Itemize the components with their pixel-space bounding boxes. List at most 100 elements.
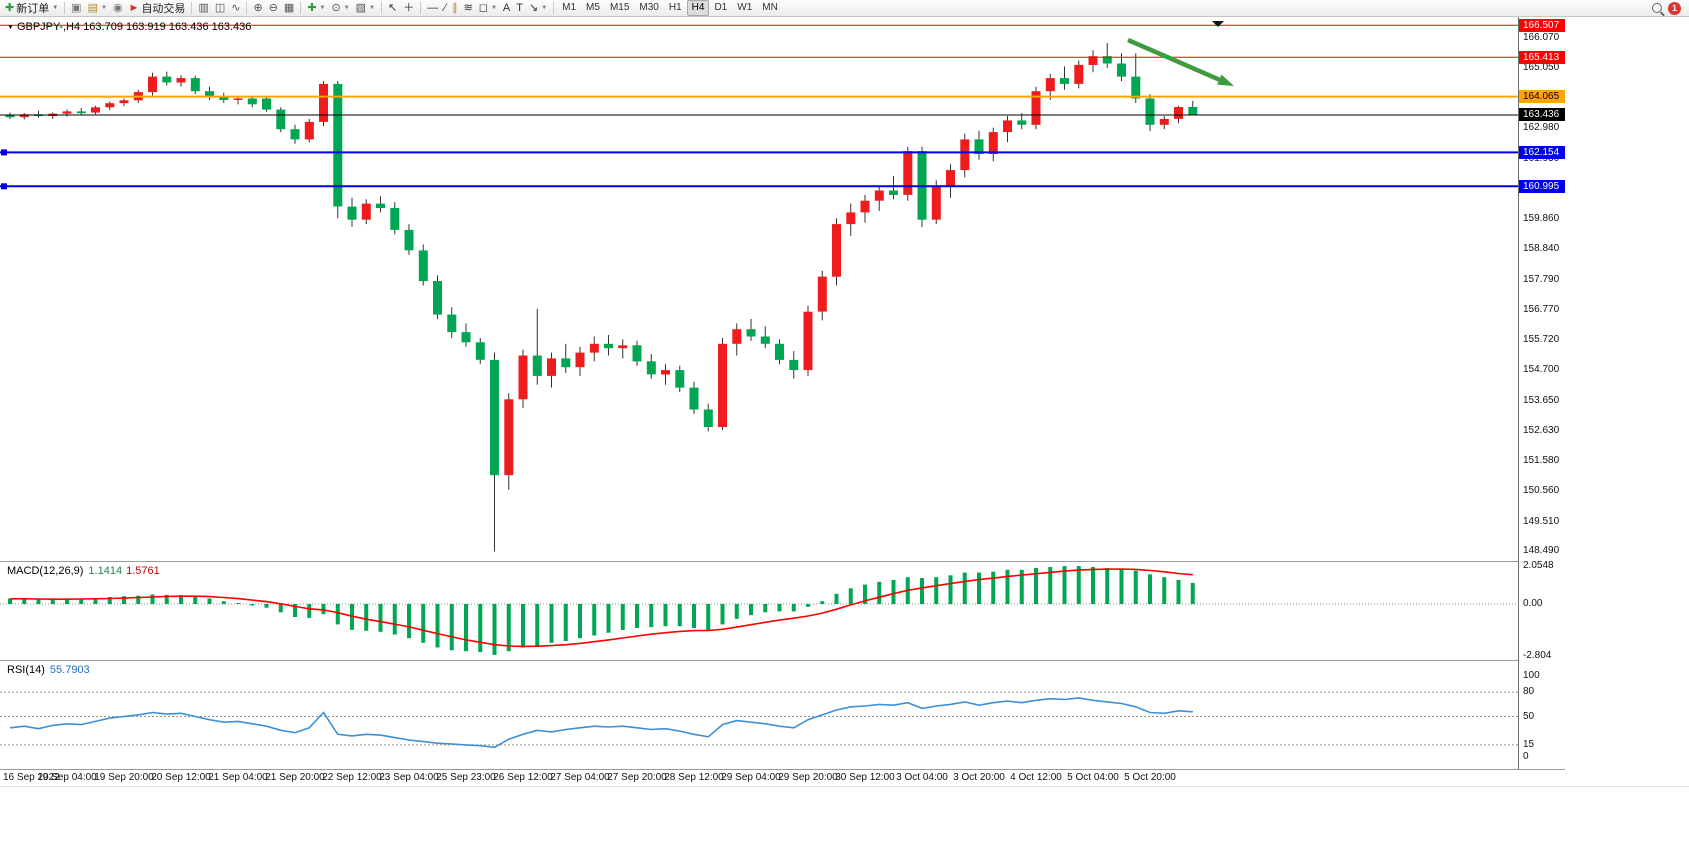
macd-scale-label: 0.00: [1523, 598, 1543, 609]
alerts-icon: ◉: [112, 1, 123, 14]
channel-tool-button[interactable]: ∥: [449, 1, 461, 16]
time-axis[interactable]: 16 Sep 2022 19 Sep 04:00 19 Sep 20:00 20 Se…: [0, 770, 1565, 786]
time-axis-label: 3 Oct 04:00: [896, 772, 948, 783]
rsi-value: 55.7903: [49, 664, 90, 676]
pane-splitter[interactable]: [0, 769, 1565, 770]
macd-signal-line: [10, 568, 1193, 648]
templates-button[interactable]: ▧ ▼: [353, 1, 378, 16]
cursor-tool-button[interactable]: ↖: [385, 1, 400, 16]
macd-signal-value: 1.5761: [126, 565, 160, 577]
indicators-button[interactable]: ✚ ▼: [304, 1, 328, 16]
toolbar-separator: [246, 2, 248, 14]
trend-arrow[interactable]: [1127, 37, 1234, 86]
notification-badge[interactable]: 1: [1668, 1, 1681, 15]
arrows-tool-button[interactable]: ↘ ▼: [526, 1, 550, 16]
macd-histogram: [8, 566, 1195, 655]
fibonacci-tool-icon: ≋: [463, 1, 473, 14]
timeframe-button-w1[interactable]: W1: [737, 2, 753, 13]
support-line-2-handle[interactable]: [1, 183, 7, 190]
shapes-tool-icon: ◻: [478, 1, 488, 14]
profiles-button[interactable]: ▤ ▼: [85, 1, 110, 16]
timeframe-button-mn[interactable]: MN: [762, 2, 778, 13]
time-axis-label: 27 Sep 04:00: [550, 772, 610, 783]
toolbar-right-group: 1: [1652, 1, 1689, 15]
trendline-tool-icon: ∕: [444, 1, 447, 14]
rsi-indicator-pane[interactable]: [0, 661, 1518, 769]
chevron-down-icon: ▼: [52, 5, 59, 11]
time-axis-label: 3 Oct 20:00: [953, 772, 1005, 783]
chevron-down-icon: ▼: [100, 5, 107, 11]
chevron-down-icon: ▼: [319, 5, 326, 11]
timeframe-button-m15[interactable]: M15: [609, 2, 630, 13]
price-scale-label: 150.560: [1523, 484, 1560, 496]
time-axis-label: 4 Oct 12:00: [1010, 772, 1062, 783]
time-axis-label: 25 Sep 23:00: [436, 772, 496, 783]
line-chart-mode-button[interactable]: ∿: [228, 1, 243, 16]
fibonacci-tool-button[interactable]: ≋: [461, 1, 476, 16]
rsi-scale-label: 50: [1523, 710, 1535, 722]
price-badge: 162.154: [1519, 145, 1565, 159]
zoom-out-button[interactable]: ⊖: [266, 1, 281, 16]
timeframe-button-h4[interactable]: H4: [686, 0, 710, 16]
auto-trading-button[interactable]: ► 自动交易: [126, 1, 189, 16]
zoom-in-button[interactable]: ⊕: [250, 1, 265, 16]
time-axis-label: 23 Sep 04:00: [379, 772, 439, 783]
toolbar-separator: [553, 2, 555, 14]
timeframe-button-d1[interactable]: D1: [714, 2, 728, 13]
pane-splitter[interactable]: [0, 660, 1565, 661]
price-badge: 166.507: [1519, 18, 1565, 32]
chevron-down-icon: ▼: [541, 5, 548, 11]
auto-trading-button-label: 自动交易: [141, 3, 186, 15]
macd-main-value: 1.1414: [88, 565, 123, 577]
search-icon[interactable]: [1652, 3, 1662, 13]
macd-label: MACD(12,26,9) 1.1414 1.5761: [7, 565, 160, 577]
timeframe-button-m5[interactable]: M5: [586, 2, 600, 13]
timeframe-button-m30[interactable]: M30: [639, 2, 659, 13]
time-axis-label: 16 Sep 2022: [3, 772, 60, 783]
candlestick-series: [5, 43, 1198, 552]
support-line-1-handle[interactable]: [1, 149, 7, 156]
rsi-scale-label: 15: [1523, 738, 1535, 750]
price-scale-label: 159.860: [1523, 213, 1560, 225]
time-axis-label: 28 Sep 12:00: [664, 772, 724, 783]
price-badge: 165.413: [1519, 50, 1565, 64]
open-chart-icon: ▣: [71, 1, 82, 14]
hline-tool-button[interactable]: —: [424, 1, 441, 16]
new-order-button[interactable]: ✚ 新订单 ▼: [2, 1, 61, 16]
timeframe-button-h1[interactable]: H1: [668, 2, 682, 13]
trendline-tool-button[interactable]: ∕: [441, 1, 449, 16]
symbol-info-line[interactable]: ▼ GBPJPY-,H4 163.709 163.919 163.436 163.…: [7, 21, 251, 33]
indicators-icon: ✚: [307, 1, 317, 14]
macd-indicator-pane[interactable]: [0, 562, 1518, 660]
time-axis-label: 26 Sep 12:00: [493, 772, 553, 783]
tile-windows-icon: ▦: [283, 1, 295, 14]
price-scale-label: 156.770: [1523, 303, 1560, 315]
cursor-tool-icon: ↖: [388, 1, 398, 14]
window-bottom-divider: [0, 786, 1689, 787]
candle-chart-mode-button[interactable]: ◫: [212, 1, 228, 16]
collapse-triangle-icon[interactable]: ▼: [7, 24, 14, 31]
time-axis-label: 29 Sep 20:00: [778, 772, 838, 783]
time-axis-label: 5 Oct 20:00: [1124, 772, 1176, 783]
time-axis-label: 27 Sep 20:00: [607, 772, 667, 783]
time-periods-button[interactable]: ⊙ ▼: [328, 1, 352, 16]
alerts-button[interactable]: ◉: [110, 1, 126, 16]
profiles-icon: ▤: [87, 1, 98, 14]
price-scale[interactable]: 166.070165.050164.030162.980161.930160.9…: [1518, 17, 1565, 769]
price-chart-pane[interactable]: [0, 17, 1518, 562]
symbol-ohlc: 163.709 163.919 163.436 163.436: [83, 21, 252, 33]
pane-splitter[interactable]: [0, 561, 1565, 562]
crosshair-tool-button[interactable]: ＋: [400, 1, 417, 16]
bar-chart-mode-button[interactable]: ▥: [195, 1, 211, 16]
text-tool-button[interactable]: A: [500, 1, 513, 16]
arrows-tool-icon: ↘: [528, 1, 539, 14]
chart-shift-marker[interactable]: [1212, 21, 1224, 27]
label-tool-button[interactable]: T: [513, 1, 526, 16]
shapes-tool-button[interactable]: ◻ ▼: [476, 1, 500, 16]
timeframe-button-m1[interactable]: M1: [562, 2, 577, 13]
price-scale-label: 162.980: [1523, 122, 1560, 134]
auto-trading-icon: ►: [128, 1, 140, 14]
open-chart-button[interactable]: ▣: [68, 1, 84, 16]
tile-windows-button[interactable]: ▦: [281, 1, 297, 16]
